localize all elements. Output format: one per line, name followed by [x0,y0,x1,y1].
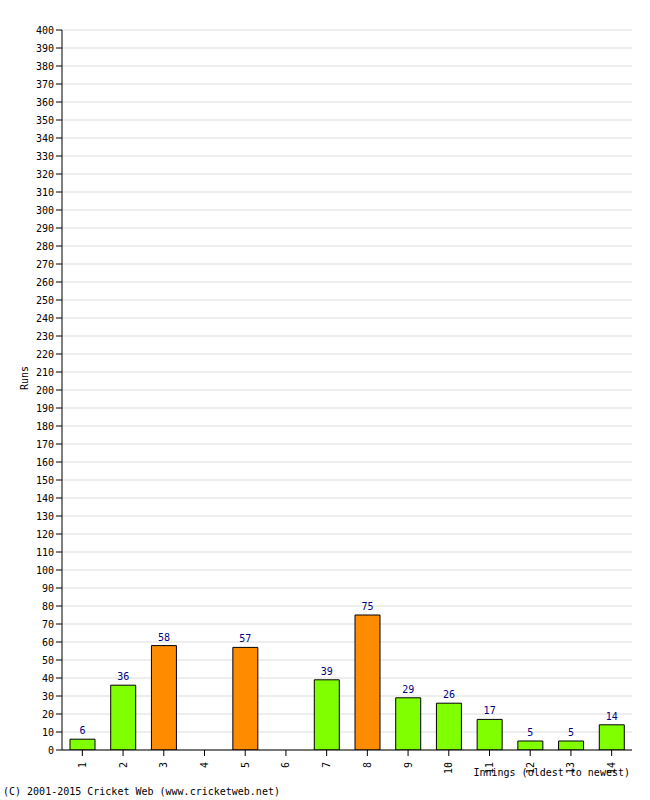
svg-text:390: 390 [36,43,54,54]
svg-text:6: 6 [280,762,291,768]
svg-text:170: 170 [36,439,54,450]
svg-text:200: 200 [36,385,54,396]
svg-text:60: 60 [42,637,54,648]
svg-text:10: 10 [443,762,454,774]
svg-text:14: 14 [606,711,618,722]
svg-text:130: 130 [36,511,54,522]
svg-text:240: 240 [36,313,54,324]
svg-text:75: 75 [361,601,373,612]
svg-text:340: 340 [36,133,54,144]
svg-text:6: 6 [79,725,85,736]
svg-text:70: 70 [42,619,54,630]
svg-text:250: 250 [36,295,54,306]
svg-text:110: 110 [36,547,54,558]
svg-text:10: 10 [42,727,54,738]
svg-text:230: 230 [36,331,54,342]
svg-text:320: 320 [36,169,54,180]
svg-text:150: 150 [36,475,54,486]
svg-text:80: 80 [42,601,54,612]
svg-text:380: 380 [36,61,54,72]
svg-text:29: 29 [402,684,414,695]
svg-text:58: 58 [158,632,170,643]
svg-text:39: 39 [321,666,333,677]
svg-text:2: 2 [118,762,129,768]
svg-text:140: 140 [36,493,54,504]
svg-text:8: 8 [362,762,373,768]
svg-text:100: 100 [36,565,54,576]
svg-text:26: 26 [443,689,455,700]
svg-text:Runs: Runs [19,366,30,390]
svg-text:30: 30 [42,691,54,702]
svg-text:0: 0 [48,745,54,756]
svg-text:220: 220 [36,349,54,360]
svg-text:280: 280 [36,241,54,252]
svg-text:120: 120 [36,529,54,540]
svg-text:4: 4 [199,762,210,768]
svg-text:57: 57 [239,633,251,644]
svg-text:90: 90 [42,583,54,594]
svg-text:160: 160 [36,457,54,468]
svg-text:36: 36 [117,671,129,682]
svg-text:260: 260 [36,277,54,288]
svg-text:50: 50 [42,655,54,666]
svg-text:350: 350 [36,115,54,126]
svg-text:270: 270 [36,259,54,270]
svg-text:1: 1 [77,762,88,768]
svg-text:5: 5 [527,727,533,738]
svg-text:40: 40 [42,673,54,684]
svg-text:330: 330 [36,151,54,162]
svg-text:370: 370 [36,79,54,90]
svg-text:20: 20 [42,709,54,720]
svg-text:9: 9 [403,762,414,768]
svg-text:400: 400 [36,25,54,36]
svg-text:3: 3 [158,762,169,768]
svg-text:190: 190 [36,403,54,414]
html-text:(C) 2001-2015 Cricket Web (www: (C) 2001-2015 Cricket Web (www.cricketwe… [3,786,280,797]
svg-text:17: 17 [484,705,496,716]
html-text:Innings (oldest to newest): Innings (oldest to newest) [473,767,630,778]
svg-text:290: 290 [36,223,54,234]
svg-text:310: 310 [36,187,54,198]
svg-text:5: 5 [568,727,574,738]
svg-text:300: 300 [36,205,54,216]
svg-text:360: 360 [36,97,54,108]
svg-text:180: 180 [36,421,54,432]
svg-text:210: 210 [36,367,54,378]
svg-text:7: 7 [321,762,332,768]
svg-text:5: 5 [240,762,251,768]
